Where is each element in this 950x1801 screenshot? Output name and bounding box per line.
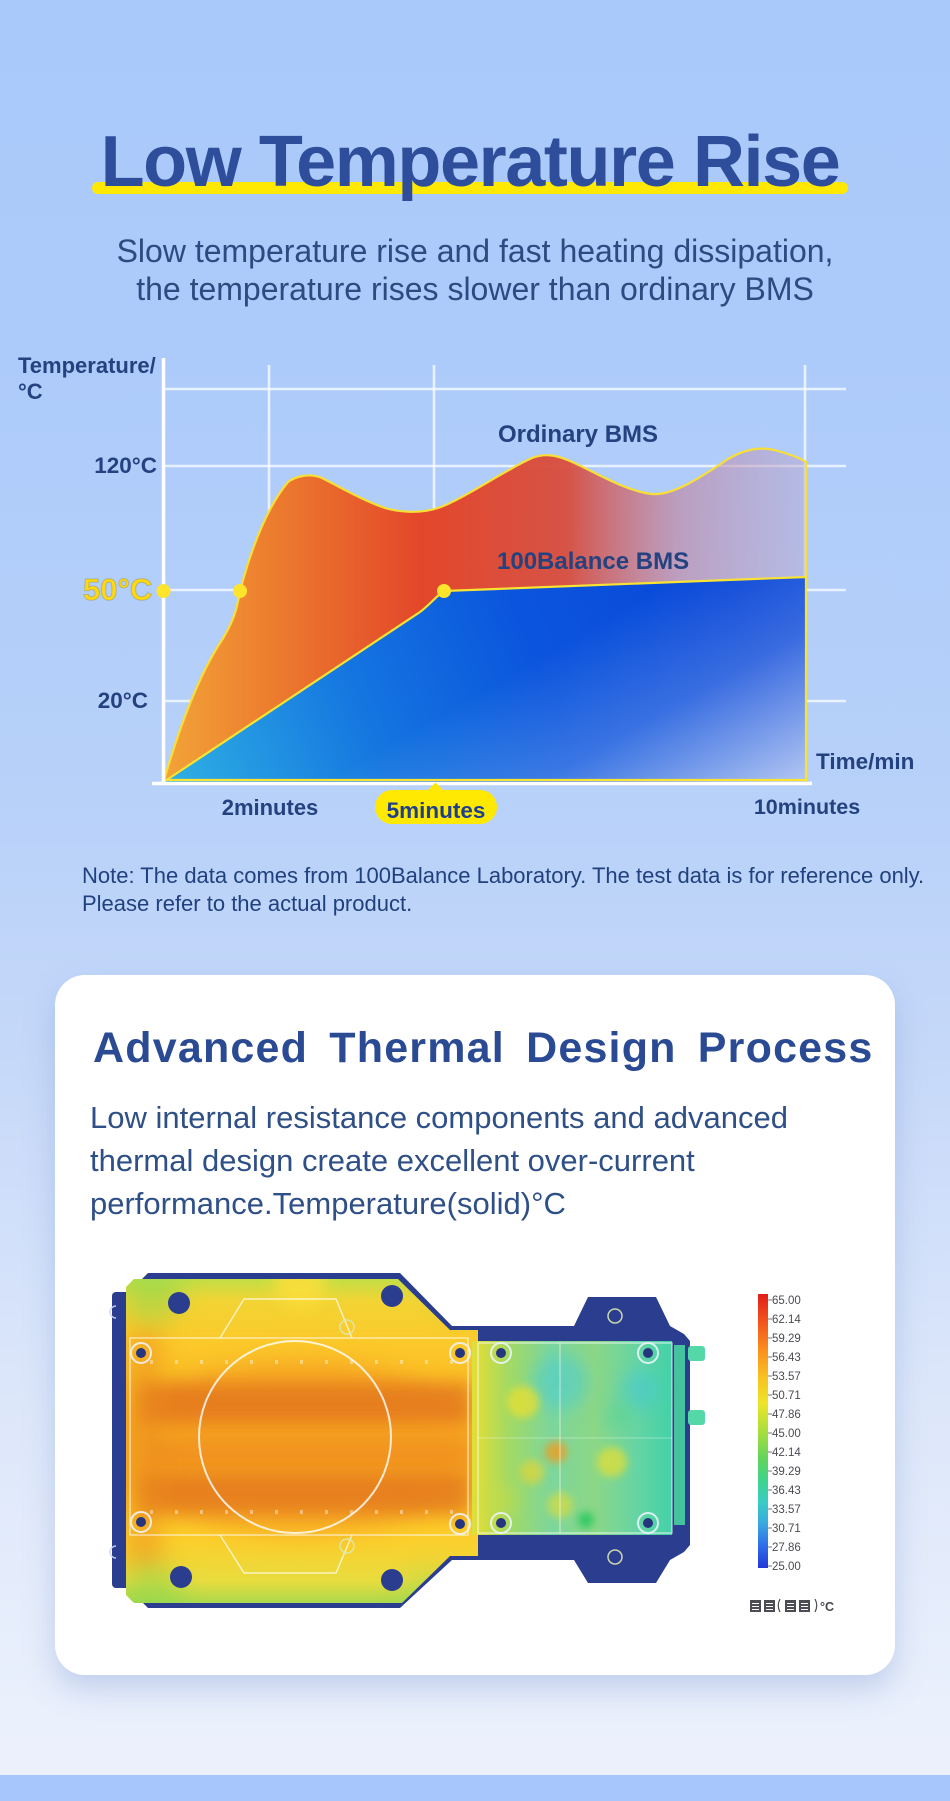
svg-text:62.14: 62.14 bbox=[772, 1314, 801, 1326]
svg-text:30.71: 30.71 bbox=[772, 1523, 801, 1535]
svg-text:25.00: 25.00 bbox=[772, 1561, 801, 1573]
svg-text:65.00: 65.00 bbox=[772, 1295, 801, 1307]
svg-text:50.71: 50.71 bbox=[772, 1390, 801, 1402]
svg-text:33.57: 33.57 bbox=[772, 1504, 801, 1516]
svg-text:36.43: 36.43 bbox=[772, 1485, 801, 1497]
svg-text:39.29: 39.29 bbox=[772, 1466, 801, 1478]
svg-text:56.43: 56.43 bbox=[772, 1352, 801, 1364]
svg-text:27.86: 27.86 bbox=[772, 1542, 801, 1554]
svg-text:45.00: 45.00 bbox=[772, 1428, 801, 1440]
svg-text:53.57: 53.57 bbox=[772, 1371, 801, 1383]
svg-text:59.29: 59.29 bbox=[772, 1333, 801, 1345]
svg-text:47.86: 47.86 bbox=[772, 1409, 801, 1421]
svg-text:42.14: 42.14 bbox=[772, 1447, 801, 1459]
svg-text:°C: °C bbox=[820, 1600, 834, 1614]
